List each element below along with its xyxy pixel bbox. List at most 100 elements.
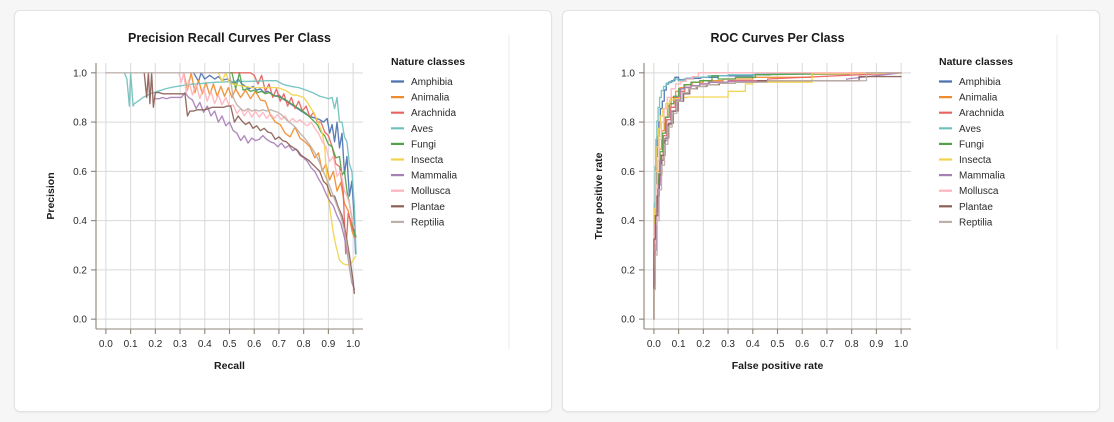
series-line-mammalia[interactable] xyxy=(154,91,356,291)
legend-item-reptilia[interactable]: Reptilia xyxy=(939,217,993,228)
legend-item-plantae[interactable]: Plantae xyxy=(391,202,445,213)
y-axis-title: Precision xyxy=(45,172,57,219)
legend-item-mammalia[interactable]: Mammalia xyxy=(391,171,458,182)
legend-item-arachnida[interactable]: Arachnida xyxy=(939,108,1004,119)
y-axis-title: True positive rate xyxy=(593,152,605,239)
legend-item-label: Mollusca xyxy=(959,186,999,197)
x-axis-ticks: 0.0 0.1 0.2 0.3 0.4 0.5 0.6 0.7 0.8 0.9 1.0 xyxy=(647,329,908,350)
series-line-fungi[interactable] xyxy=(223,72,357,238)
y-axis-ticks: 0.0 0.2 0.4 0.6 0.8 1.0 xyxy=(73,68,96,326)
precision-recall-card: Precision Recall Curves Per Class 0.0 0.1 0… xyxy=(14,10,552,412)
legend-item-mollusca[interactable]: Mollusca xyxy=(391,186,451,197)
legend-item-label: Mollusca xyxy=(411,186,451,197)
curves-group xyxy=(653,72,902,320)
legend-item-plantae[interactable]: Plantae xyxy=(939,202,993,213)
legend-item-aves[interactable]: Aves xyxy=(939,124,981,135)
x-tick-label: 0.9 xyxy=(321,339,335,350)
x-tick-label: 0.2 xyxy=(696,339,710,350)
legend-item-label: Mammalia xyxy=(959,171,1006,182)
legend-item-label: Amphibia xyxy=(959,77,1001,88)
x-tick-label: 0.3 xyxy=(173,339,187,350)
precision-recall-chart[interactable]: Precision Recall Curves Per Class 0.0 0.1 0… xyxy=(15,11,551,411)
chart-title: Precision Recall Curves Per Class xyxy=(128,31,331,45)
x-tick-label: 0.9 xyxy=(869,339,883,350)
legend-item-label: Animalia xyxy=(411,93,450,104)
legend-item-label: Arachnida xyxy=(411,108,456,119)
roc-chart[interactable]: ROC Curves Per Class 0.0 0.1 0.2 0.3 0.4 0.5 0.… xyxy=(563,11,1099,411)
x-axis-ticks: 0.0 0.1 0.2 0.3 0.4 0.5 0.6 0.7 0.8 0.9 1.0 xyxy=(99,329,360,350)
legend-item-amphibia[interactable]: Amphibia xyxy=(939,77,1001,88)
legend-item-label: Arachnida xyxy=(959,108,1004,119)
y-tick-label: 0.2 xyxy=(73,265,87,276)
x-tick-label: 0.7 xyxy=(272,339,286,350)
legend-title: Nature classes xyxy=(391,56,465,68)
x-tick-label: 0.0 xyxy=(99,339,113,350)
y-axis-ticks: 0.0 0.2 0.4 0.6 0.8 1.0 xyxy=(621,68,644,326)
x-axis-title: False positive rate xyxy=(732,360,824,372)
legend-item-label: Reptilia xyxy=(411,217,445,228)
series-line-plantae[interactable] xyxy=(143,72,356,294)
x-tick-label: 0.8 xyxy=(845,339,859,350)
x-tick-label: 0.8 xyxy=(297,339,311,350)
legend-item-aves[interactable]: Aves xyxy=(391,124,433,135)
y-tick-label: 1.0 xyxy=(621,68,635,79)
x-tick-label: 0.0 xyxy=(647,339,661,350)
x-tick-label: 0.1 xyxy=(124,339,138,350)
series-line-insecta[interactable] xyxy=(210,72,357,266)
series-line-reptilia[interactable] xyxy=(653,72,902,320)
series-line-aves[interactable] xyxy=(123,72,357,255)
legend-item-reptilia[interactable]: Reptilia xyxy=(391,217,445,228)
legend-item-label: Insecta xyxy=(959,155,992,166)
y-tick-label: 0.4 xyxy=(621,216,635,227)
series-line-insecta[interactable] xyxy=(653,72,902,320)
series-line-reptilia[interactable] xyxy=(105,72,353,285)
curves-group xyxy=(105,72,357,294)
legend-item-fungi[interactable]: Fungi xyxy=(391,139,436,150)
series-line-mollusca[interactable] xyxy=(653,72,902,320)
x-tick-label: 0.2 xyxy=(148,339,162,350)
legend-item-label: Aves xyxy=(959,124,981,135)
series-line-animalia[interactable] xyxy=(183,72,356,239)
y-tick-label: 1.0 xyxy=(73,68,87,79)
legend-item-fungi[interactable]: Fungi xyxy=(939,139,984,150)
legend-item-insecta[interactable]: Insecta xyxy=(391,155,444,166)
x-tick-label: 1.0 xyxy=(894,339,908,350)
chart-title: ROC Curves Per Class xyxy=(710,31,844,45)
legend-item-insecta[interactable]: Insecta xyxy=(939,155,992,166)
x-tick-label: 0.5 xyxy=(223,339,237,350)
series-line-amphibia[interactable] xyxy=(192,72,357,255)
legend-item-label: Insecta xyxy=(411,155,444,166)
y-tick-label: 0.8 xyxy=(621,118,635,129)
roc-card: ROC Curves Per Class 0.0 0.1 0.2 0.3 0.4 0.5 0.… xyxy=(562,10,1100,412)
legend-item-amphibia[interactable]: Amphibia xyxy=(391,77,453,88)
legend-item-mollusca[interactable]: Mollusca xyxy=(939,186,999,197)
legend-item-label: Reptilia xyxy=(959,217,993,228)
x-tick-label: 0.6 xyxy=(795,339,809,350)
x-axis-title: Recall xyxy=(214,360,245,372)
x-tick-label: 0.7 xyxy=(820,339,834,350)
legend-item-label: Plantae xyxy=(411,202,445,213)
x-tick-label: 0.3 xyxy=(721,339,735,350)
y-tick-label: 0.0 xyxy=(73,315,87,326)
legend-item-label: Plantae xyxy=(959,202,993,213)
series-line-aves[interactable] xyxy=(653,72,902,320)
y-tick-label: 0.4 xyxy=(73,216,87,227)
legend-item-arachnida[interactable]: Arachnida xyxy=(391,108,456,119)
y-tick-label: 0.0 xyxy=(621,315,635,326)
legend-item-animalia[interactable]: Animalia xyxy=(391,93,450,104)
legend-item-animalia[interactable]: Animalia xyxy=(939,93,998,104)
legend-item-mammalia[interactable]: Mammalia xyxy=(939,171,1006,182)
x-tick-label: 0.6 xyxy=(247,339,261,350)
x-tick-label: 0.5 xyxy=(771,339,785,350)
legend: Nature classes Amphibia Animalia Arachnida A… xyxy=(939,35,1058,349)
x-tick-label: 0.1 xyxy=(672,339,686,350)
series-line-mammalia[interactable] xyxy=(653,72,902,320)
series-line-mollusca[interactable] xyxy=(178,72,356,229)
legend-item-label: Aves xyxy=(411,124,433,135)
x-tick-label: 0.4 xyxy=(198,339,212,350)
legend-title: Nature classes xyxy=(939,56,1013,68)
legend-item-label: Fungi xyxy=(411,139,436,150)
legend: Nature classes Amphibia Animalia Arachnida A… xyxy=(391,35,510,349)
legend-item-label: Animalia xyxy=(959,93,998,104)
